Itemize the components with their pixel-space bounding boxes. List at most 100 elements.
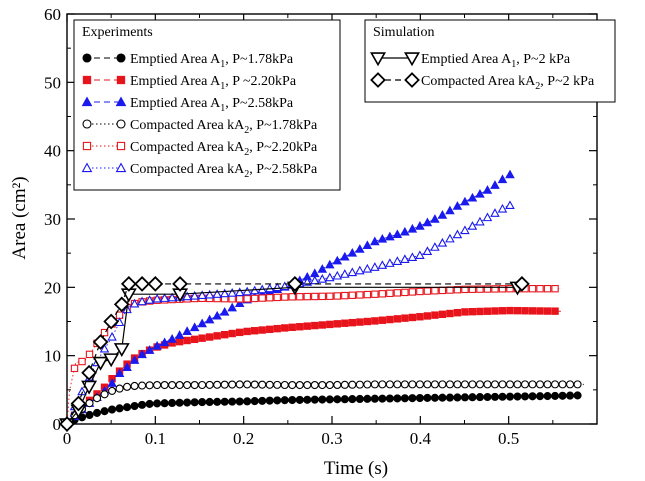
data-point	[333, 380, 342, 390]
data-point	[483, 380, 492, 389]
data-point	[408, 313, 417, 322]
data-point	[333, 395, 342, 404]
data-point	[491, 307, 499, 315]
data-point	[99, 343, 110, 353]
data-point	[483, 392, 492, 402]
data-point	[483, 285, 492, 293]
data-point	[85, 399, 94, 408]
data-point	[228, 380, 237, 389]
data-point	[468, 285, 477, 293]
data-point	[333, 320, 341, 328]
data-point	[348, 380, 357, 389]
data-point	[189, 322, 200, 332]
data-point	[92, 394, 102, 403]
data-point	[347, 247, 358, 257]
data-point	[423, 287, 432, 295]
data-point	[234, 298, 245, 308]
data-point	[332, 270, 343, 280]
legend-marker	[370, 72, 386, 88]
legend-marker	[81, 162, 93, 173]
legend-marker	[82, 141, 92, 151]
data-point	[356, 318, 364, 326]
data-point	[430, 214, 440, 223]
data-point	[401, 314, 409, 322]
data-point	[220, 380, 229, 389]
data-point	[205, 397, 214, 407]
data-point	[227, 302, 237, 312]
data-point	[551, 284, 559, 293]
data-point	[543, 307, 552, 315]
data-point	[573, 391, 582, 400]
data-point	[250, 397, 259, 406]
data-point	[498, 380, 507, 389]
data-point	[407, 252, 418, 262]
data-point	[123, 403, 132, 412]
data-point	[453, 286, 462, 294]
data-point	[213, 397, 222, 406]
data-point	[551, 307, 559, 315]
data-point	[385, 380, 394, 389]
data-point	[160, 380, 169, 390]
data-point	[182, 291, 192, 301]
data-point	[258, 294, 266, 302]
data-point	[281, 293, 289, 301]
data-point	[273, 324, 281, 333]
data-point	[198, 380, 207, 390]
data-point	[430, 393, 439, 402]
data-point	[378, 394, 387, 403]
data-point	[167, 292, 177, 302]
data-point	[107, 331, 117, 341]
data-point	[243, 397, 252, 406]
data-point	[347, 267, 358, 277]
legend-marker	[82, 53, 92, 63]
data-point	[385, 258, 395, 267]
data-point	[408, 380, 417, 389]
data-point	[219, 306, 230, 316]
data-point	[482, 212, 493, 222]
data-point	[333, 292, 341, 300]
y-tick-label: 50	[44, 73, 61, 92]
data-point	[506, 306, 514, 315]
data-point	[288, 293, 296, 301]
data-point	[528, 284, 537, 293]
data-point	[160, 399, 169, 408]
data-point	[318, 292, 326, 301]
data-point	[172, 276, 188, 292]
data-point	[228, 329, 236, 338]
data-point	[273, 396, 282, 405]
data-point	[460, 393, 469, 402]
legend-top-center: Simulation Emptied Area A1, P~2 kPa Compac…	[364, 19, 616, 103]
data-point	[355, 380, 364, 389]
data-point	[92, 356, 109, 371]
data-point	[228, 397, 237, 406]
data-point	[340, 395, 349, 404]
legend-title: Experiments	[82, 25, 153, 40]
data-point	[325, 259, 335, 269]
data-point	[401, 288, 409, 297]
data-point	[476, 307, 484, 316]
data-point	[340, 380, 349, 389]
data-point	[453, 380, 462, 389]
legend-label: Emptied Area A1, P~1.78kPa	[130, 52, 294, 70]
data-point	[386, 315, 394, 324]
data-point	[138, 381, 147, 390]
data-point	[363, 394, 372, 403]
data-point	[528, 307, 537, 315]
data-point	[340, 269, 350, 278]
data-point	[220, 397, 229, 406]
data-point	[505, 200, 515, 210]
data-point	[370, 380, 379, 389]
x-axis-label: Time (s)	[324, 458, 388, 479]
series-3	[62, 380, 584, 429]
data-point	[438, 286, 447, 295]
data-point	[281, 324, 289, 332]
data-point	[198, 334, 206, 342]
data-point	[318, 321, 326, 329]
data-point	[243, 295, 251, 303]
data-point	[348, 395, 357, 404]
data-point	[205, 333, 214, 341]
data-point	[280, 380, 289, 390]
data-point	[113, 343, 130, 358]
data-point	[295, 395, 304, 404]
legend-label: Compacted Area kA2, P~1.78kPa	[130, 118, 318, 136]
